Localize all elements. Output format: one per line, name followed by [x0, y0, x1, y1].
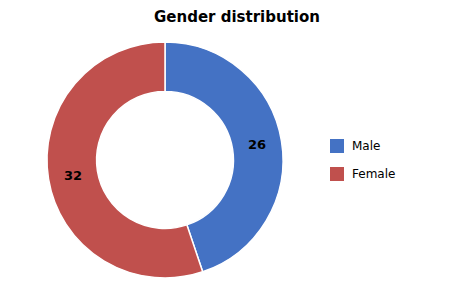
plot: [47, 42, 283, 278]
legend-swatch: [330, 167, 344, 181]
legend-label: Male: [352, 139, 380, 153]
data-labels: 26 32: [64, 137, 266, 182]
legend-label: Female: [352, 167, 395, 181]
title: Gender distribution: [154, 8, 320, 26]
data-label: 26: [248, 137, 266, 152]
data-label: 32: [64, 168, 82, 183]
slice: [47, 42, 203, 278]
legend: Male Female: [330, 139, 395, 181]
legend-swatch: [330, 139, 344, 153]
legend-item: Female: [330, 167, 395, 181]
chart: Gender distribution 26 32 Male Female: [0, 0, 474, 294]
legend-item: Male: [330, 139, 380, 153]
